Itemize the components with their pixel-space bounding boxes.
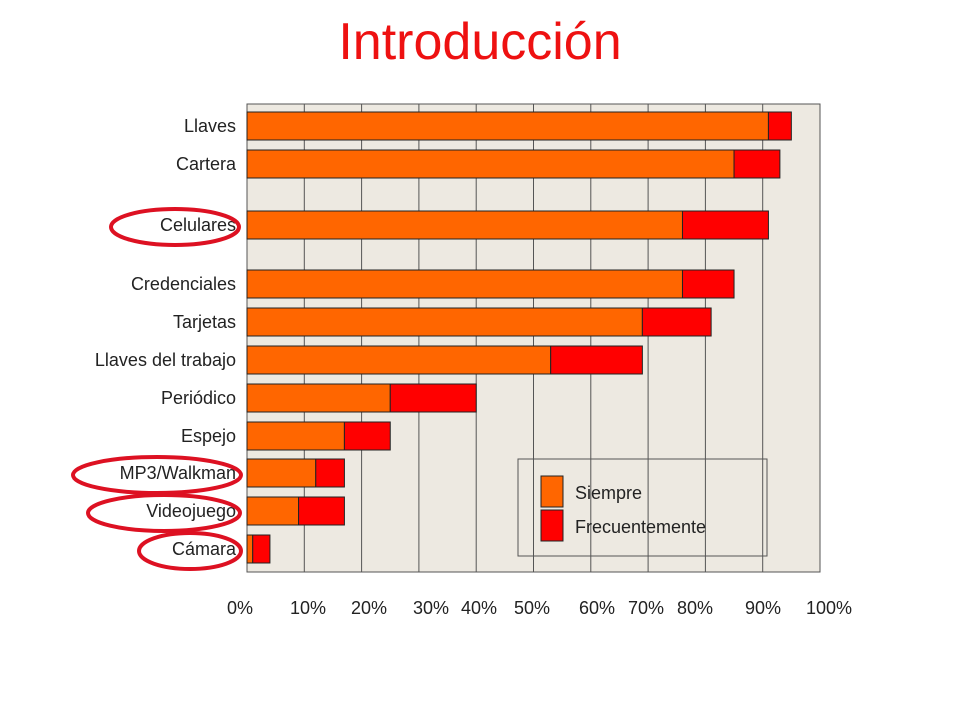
bar-frecuentemente bbox=[389, 383, 477, 413]
bar-siempre bbox=[246, 421, 345, 451]
legend-swatch bbox=[540, 509, 564, 542]
category-label: Celulares bbox=[160, 215, 236, 235]
bar-siempre bbox=[246, 149, 735, 179]
legend-box bbox=[517, 458, 768, 557]
x-tick-label: 40% bbox=[461, 598, 497, 618]
bars bbox=[246, 111, 792, 564]
legend-swatch bbox=[540, 475, 564, 508]
bar-siempre bbox=[246, 345, 552, 375]
highlight-ellipse bbox=[137, 531, 243, 571]
x-tick-label: 20% bbox=[351, 598, 387, 618]
category-label: Periódico bbox=[161, 388, 236, 408]
bar-frecuentemente bbox=[550, 345, 643, 375]
highlight-ellipse bbox=[109, 207, 241, 247]
x-tick-label: 10% bbox=[290, 598, 326, 618]
highlight-ellipse bbox=[71, 455, 243, 495]
bar-siempre bbox=[246, 269, 683, 299]
category-label: Espejo bbox=[181, 426, 236, 446]
category-label: Cámara bbox=[172, 539, 237, 559]
category-label: Llaves bbox=[184, 116, 236, 136]
highlight-circles bbox=[71, 207, 243, 571]
category-label: Llaves del trabajo bbox=[95, 350, 236, 370]
slide-title: Introducción bbox=[338, 13, 622, 71]
x-tick-labels: 0% 10% 20% 30% 40% 50% 60% 70% 80% 90% 100% bbox=[227, 598, 852, 618]
gridlines bbox=[303, 104, 764, 572]
x-tick-label: 50% bbox=[514, 598, 550, 618]
bar-frecuentemente bbox=[252, 534, 271, 564]
x-tick-label: 0% bbox=[227, 598, 253, 618]
bar-frecuentemente bbox=[298, 496, 345, 526]
x-tick-label: 60% bbox=[579, 598, 615, 618]
bar-siempre bbox=[246, 534, 254, 564]
bar-siempre bbox=[246, 383, 391, 413]
bar-frecuentemente bbox=[733, 149, 781, 179]
category-label: Videojuego bbox=[146, 501, 236, 521]
highlight-ellipse bbox=[86, 493, 242, 533]
category-label: Credenciales bbox=[131, 274, 236, 294]
bar-frecuentemente bbox=[343, 421, 391, 451]
category-label: Cartera bbox=[176, 154, 237, 174]
legend: Siempre Frecuentemente bbox=[517, 458, 768, 557]
bar-frecuentemente bbox=[315, 458, 345, 488]
bar-siempre bbox=[246, 307, 643, 337]
x-tick-label: 100% bbox=[806, 598, 852, 618]
bar-frecuentemente bbox=[681, 210, 769, 240]
x-tick-label: 90% bbox=[745, 598, 781, 618]
bar-siempre bbox=[246, 458, 317, 488]
legend-label: Siempre bbox=[575, 483, 642, 503]
category-label: Tarjetas bbox=[173, 312, 236, 332]
x-tick-label: 70% bbox=[628, 598, 664, 618]
x-tick-label: 80% bbox=[677, 598, 713, 618]
bar-frecuentemente bbox=[681, 269, 735, 299]
bar-siempre bbox=[246, 111, 769, 141]
bar-siempre bbox=[246, 496, 300, 526]
bar-frecuentemente bbox=[767, 111, 792, 141]
bar-siempre bbox=[246, 210, 683, 240]
legend-label: Frecuentemente bbox=[575, 517, 706, 537]
category-label: MP3/Walkman bbox=[120, 463, 236, 483]
category-labels: Llaves Cartera Celulares Credenciales Tarjet… bbox=[95, 116, 237, 559]
x-tick-label: 30% bbox=[413, 598, 449, 618]
bar-frecuentemente bbox=[641, 307, 712, 337]
